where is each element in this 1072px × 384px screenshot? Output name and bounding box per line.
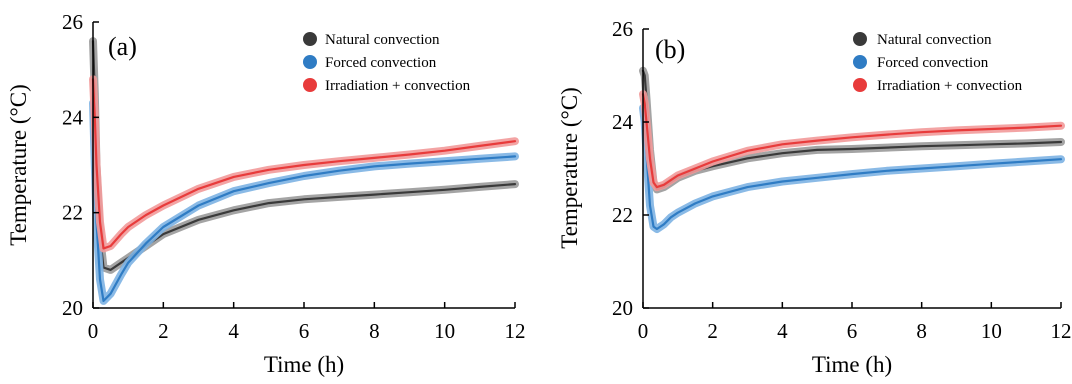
- panel-a-y-tick-label: 20: [62, 296, 83, 320]
- panel-a-series-line-forced: [91, 101, 517, 302]
- panel-a-legend-label: Irradiation + convection: [325, 78, 471, 94]
- panel-a-y-tick-label: 22: [62, 201, 83, 225]
- panel-b-legend-marker-natural: [853, 32, 867, 46]
- panel-b-x-tick-label: 12: [1051, 319, 1072, 343]
- panel-a-legend-marker-forced: [303, 55, 317, 69]
- panel-a-y-tick-label: 24: [62, 105, 84, 129]
- panel-b-y-tick-label: 26: [612, 17, 633, 41]
- panel-a-legend-label: Forced convection: [325, 55, 437, 71]
- panel-b-legend-marker-forced: [853, 55, 867, 69]
- panel-a-label: (a): [108, 32, 137, 61]
- panel-b-legend-label: Forced convection: [877, 55, 989, 71]
- panel-a-legend-marker-irradiation: [303, 78, 317, 92]
- panel-b-x-tick-label: 4: [777, 319, 788, 343]
- panel-a-x-axis-title: Time (h): [264, 352, 344, 377]
- panel-b-series-line-irradiation: [641, 92, 1063, 189]
- panel-a-x-tick-label: 2: [158, 319, 169, 343]
- panel-b-y-axis-title: Temperature (°C): [557, 87, 582, 248]
- panel-a-x-tick-label: 12: [505, 319, 526, 343]
- panel-b-x-tick-label: 10: [981, 319, 1002, 343]
- panel-a-series-line-irradiation: [91, 78, 517, 250]
- panel-b-y-tick-label: 24: [612, 110, 634, 134]
- panel-a-y-axis-title: Temperature (°C): [6, 84, 31, 245]
- panel-b-y-tick-label: 20: [612, 296, 633, 320]
- panel-a-x-tick-label: 10: [434, 319, 455, 343]
- panel-b-legend-marker-irradiation: [853, 78, 867, 92]
- panel-b-x-axis-title: Time (h): [812, 352, 892, 377]
- panel-b-legend: Natural convection Forced convection Irrad…: [853, 32, 1023, 94]
- panel-a-x-tick-label: 0: [88, 319, 99, 343]
- panel-a-x-tick-label: 6: [299, 319, 310, 343]
- panel-b-x-tick-label: 2: [707, 319, 718, 343]
- panel-b-x-tick-label: 8: [916, 319, 927, 343]
- panel-b-legend-label: Irradiation + convection: [877, 78, 1023, 94]
- panel-b-series-line-forced: [641, 106, 1063, 231]
- panel-a-x-tick-label: 8: [369, 319, 380, 343]
- panel-a-legend-label: Natural convection: [325, 32, 440, 48]
- panel-b-y-tick-label: 22: [612, 203, 633, 227]
- panel-a-legend: Natural convection Forced convection Irrad…: [303, 32, 471, 94]
- panel-b-label: (b): [655, 35, 685, 64]
- panel-b-x-tick-label: 0: [638, 319, 649, 343]
- panel-b-x-tick-label: 6: [847, 319, 858, 343]
- panel-b-legend-label: Natural convection: [877, 32, 992, 48]
- panel-a-x-tick-label: 4: [228, 319, 239, 343]
- panel-a-legend-marker-natural: [303, 32, 317, 46]
- panel-a-y-tick-label: 26: [62, 10, 83, 34]
